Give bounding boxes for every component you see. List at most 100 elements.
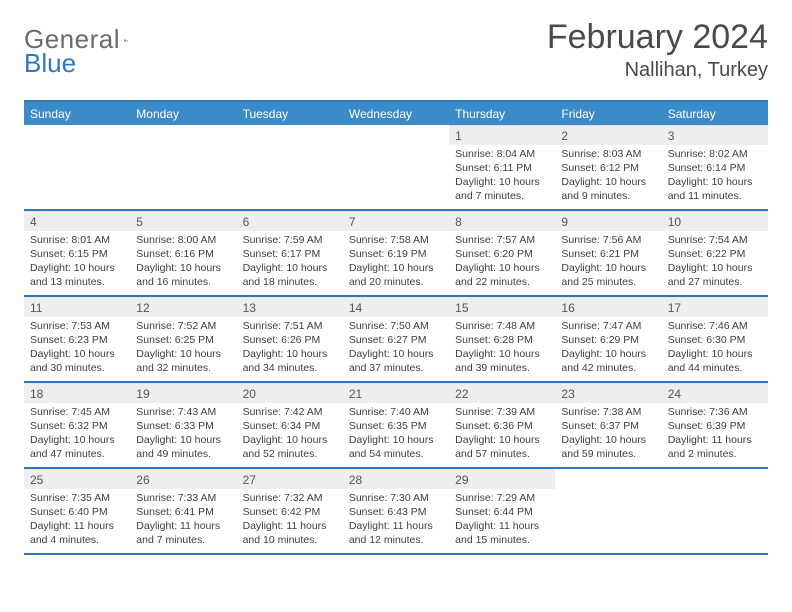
page: General February 2024 Nallihan, Turkey B… [0,0,792,612]
calendar-day [555,469,661,553]
day-number: 22 [449,383,555,403]
day-number: 2 [555,125,661,145]
day-number: 28 [343,469,449,489]
sunrise-line: Sunrise: 7:38 AM [561,406,641,418]
day-number: 12 [130,297,236,317]
calendar-day: 8Sunrise: 7:57 AMSunset: 6:20 PMDaylight… [449,211,555,295]
sunset-line: Sunset: 6:22 PM [668,248,746,260]
daylight-line: Daylight: 10 hours and 9 minutes. [561,176,646,202]
calendar-day: 4Sunrise: 8:01 AMSunset: 6:15 PMDaylight… [24,211,130,295]
daylight-line: Daylight: 11 hours and 10 minutes. [243,520,327,546]
daylight-line: Daylight: 10 hours and 52 minutes. [243,434,328,460]
day-info: Sunrise: 7:40 AMSunset: 6:35 PMDaylight:… [343,403,449,466]
day-info: Sunrise: 8:03 AM Sunset: 6:12 PM Daylight:… [555,145,661,208]
day-info: Sunrise: 7:32 AMSunset: 6:42 PMDaylight:… [237,489,343,552]
sunset-line: Sunset: 6:35 PM [349,420,427,432]
sunset-line: Sunset: 6:17 PM [243,248,321,260]
sunset-line: Sunset: 6:40 PM [30,506,108,518]
weekday-friday: Friday [555,102,661,125]
day-info: Sunrise: 8:04 AMSunset: 6:11 PMDaylight:… [449,145,555,208]
calendar-day: 17 Sunrise: 7:46 AM Sunset: 6:30 PM Dayligh… [662,297,768,381]
day-number: 11 [24,297,130,317]
day-number: 7 [343,211,449,231]
day-info: Sunrise: 7:53 AMSunset: 6:23 PMDaylight:… [24,317,130,380]
day-info: Sunrise: 7:59 AMSunset: 6:17 PMDaylight:… [237,231,343,294]
day-number: 16 [555,297,661,317]
sunset-line: Sunset: 6:30 PM [668,334,746,346]
sunset-line: Sunset: 6:14 PM [668,162,746,174]
day-number: 18 [24,383,130,403]
calendar-day: 14Sunrise: 7:50 AMSunset: 6:27 PMDayligh… [343,297,449,381]
sunrise-line: Sunrise: 7:52 AM [136,320,216,332]
day-info: Sunrise: 7:54 AMSunset: 6:22 PMDaylight:… [662,231,768,294]
day-info: Sunrise: 7:51 AMSunset: 6:26 PMDaylight:… [237,317,343,380]
logo-sail-icon [124,29,128,51]
sunset-line: Sunset: 6:32 PM [30,420,108,432]
sunrise-line: Sunrise: 8:01 AM [30,234,110,246]
daylight-line: Daylight: 10 hours and 44 minutes. [668,348,753,374]
calendar-day: 13Sunrise: 7:51 AMSunset: 6:26 PMDayligh… [237,297,343,381]
daylight-line: Daylight: 10 hours and 54 minutes. [349,434,434,460]
calendar-day: 23Sunrise: 7:38 AMSunset: 6:37 PMDayligh… [555,383,661,467]
sunrise-line: Sunrise: 7:59 AM [243,234,323,246]
daylight-line: Daylight: 10 hours and 7 minutes. [455,176,540,202]
day-info: Sunrise: 7:50 AMSunset: 6:27 PMDaylight:… [343,317,449,380]
sunrise-line: Sunrise: 7:53 AM [30,320,110,332]
calendar-week: 18Sunrise: 7:45 AMSunset: 6:32 PMDayligh… [24,383,768,469]
page-subtitle: Nallihan, Turkey [547,59,768,82]
calendar-day: 20Sunrise: 7:42 AMSunset: 6:34 PMDayligh… [237,383,343,467]
calendar-day: 26Sunrise: 7:33 AMSunset: 6:41 PMDayligh… [130,469,236,553]
calendar-week: 11Sunrise: 7:53 AMSunset: 6:23 PMDayligh… [24,297,768,383]
day-number: 29 [449,469,555,489]
daylight-line: Daylight: 10 hours and 16 minutes. [136,262,221,288]
daylight-line: Daylight: 11 hours and 2 minutes. [668,434,752,460]
sunset-line: Sunset: 6:12 PM [561,162,639,174]
day-number: 17 [662,297,768,317]
calendar-week: 25Sunrise: 7:35 AMSunset: 6:40 PMDayligh… [24,469,768,555]
sunset-line: Sunset: 6:11 PM [455,162,532,174]
sunrise-line: Sunrise: 8:03 AM [561,148,641,160]
day-info: Sunrise: 7:42 AMSunset: 6:34 PMDaylight:… [237,403,343,466]
day-number: 27 [237,469,343,489]
day-number: 3 [662,125,768,145]
calendar-day: 9Sunrise: 7:56 AMSunset: 6:21 PMDaylight… [555,211,661,295]
calendar-week: 1Sunrise: 8:04 AMSunset: 6:11 PMDaylight… [24,125,768,211]
calendar-day: 27Sunrise: 7:32 AMSunset: 6:42 PMDayligh… [237,469,343,553]
daylight-line: Daylight: 11 hours and 15 minutes. [455,520,539,546]
day-info: Sunrise: 7:58 AMSunset: 6:19 PMDaylight:… [343,231,449,294]
calendar-day: 24Sunrise: 7:36 AMSunset: 6:39 PMDayligh… [662,383,768,467]
day-number: 24 [662,383,768,403]
sunrise-line: Sunrise: 7:46 AM [668,320,748,332]
title-block: February 2024 Nallihan, Turkey [547,18,768,82]
calendar-day: 29Sunrise: 7:29 AMSunset: 6:44 PMDayligh… [449,469,555,553]
sunset-line: Sunset: 6:28 PM [455,334,533,346]
sunset-line: Sunset: 6:39 PM [668,420,746,432]
day-info: Sunrise: 7:36 AMSunset: 6:39 PMDaylight:… [662,403,768,466]
sunrise-line: Sunrise: 7:48 AM [455,320,535,332]
day-info: Sunrise: 7:57 AMSunset: 6:20 PMDaylight:… [449,231,555,294]
day-info: Sunrise: 7:46 AM Sunset: 6:30 PM Daylight:… [662,317,768,380]
sunrise-line: Sunrise: 7:35 AM [30,492,110,504]
calendar-day: 6Sunrise: 7:59 AMSunset: 6:17 PMDaylight… [237,211,343,295]
sunrise-line: Sunrise: 7:29 AM [455,492,535,504]
daylight-line: Daylight: 10 hours and 59 minutes. [561,434,646,460]
sunrise-line: Sunrise: 7:56 AM [561,234,641,246]
weekday-header-row: Sunday Monday Tuesday Wednesday Thursday… [24,102,768,125]
weekday-wednesday: Wednesday [343,102,449,125]
logo-word-blue: Blue [24,48,76,78]
day-number: 6 [237,211,343,231]
weekday-monday: Monday [130,102,236,125]
day-number: 9 [555,211,661,231]
sunrise-line: Sunrise: 7:47 AM [561,320,641,332]
calendar-day: 11Sunrise: 7:53 AMSunset: 6:23 PMDayligh… [24,297,130,381]
calendar-day: 16Sunrise: 7:47 AMSunset: 6:29 PMDayligh… [555,297,661,381]
daylight-line: Daylight: 10 hours and 25 minutes. [561,262,646,288]
day-info: Sunrise: 7:48 AMSunset: 6:28 PMDaylight:… [449,317,555,380]
sunset-line: Sunset: 6:25 PM [136,334,214,346]
day-number: 21 [343,383,449,403]
weekday-tuesday: Tuesday [237,102,343,125]
daylight-line: Daylight: 10 hours and 13 minutes. [30,262,115,288]
calendar-day: 22Sunrise: 7:39 AMSunset: 6:36 PMDayligh… [449,383,555,467]
sunset-line: Sunset: 6:27 PM [349,334,427,346]
day-number: 8 [449,211,555,231]
